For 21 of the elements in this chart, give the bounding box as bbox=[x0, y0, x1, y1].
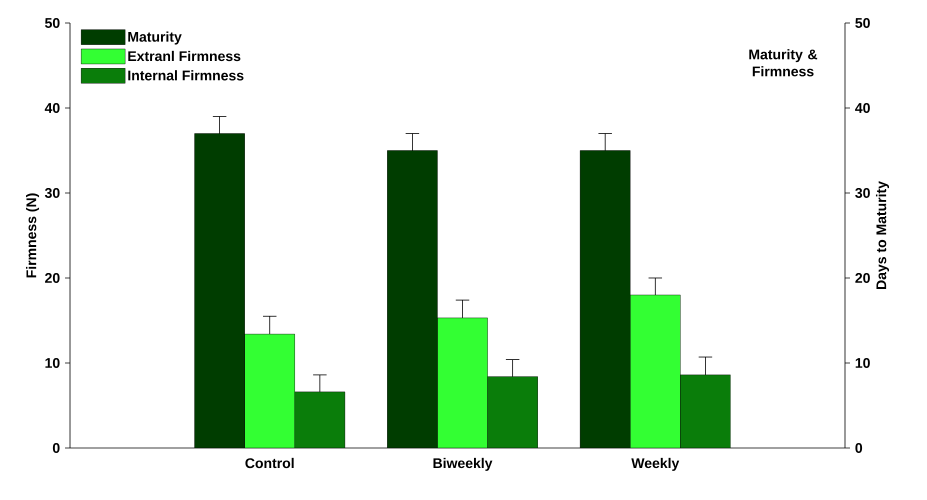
y2-tick-label: 0 bbox=[855, 443, 862, 453]
y-tick-label: 40 bbox=[44, 103, 60, 113]
x-tick-label: Control bbox=[245, 458, 294, 468]
legend-label: Maturity bbox=[128, 32, 182, 45]
y-tick-label: 0 bbox=[52, 443, 60, 453]
y2-tick-label: 20 bbox=[855, 273, 870, 283]
y-tick-label: 30 bbox=[44, 188, 60, 198]
y-tick-label: 10 bbox=[45, 358, 60, 368]
y2-tick-label: 50 bbox=[855, 18, 870, 28]
legend-label: Internal Firmness bbox=[128, 70, 244, 80]
y-tick-label: 20 bbox=[45, 273, 60, 283]
y2-tick-label: 30 bbox=[855, 188, 870, 198]
y-axis-title: Firmness (N) bbox=[26, 193, 40, 278]
y-tick-label: 50 bbox=[44, 18, 60, 28]
annotation: Maturity & Firmness bbox=[749, 49, 818, 76]
x-tick-label: Biweekly bbox=[433, 458, 492, 471]
legend-label: Extranl Firmness bbox=[128, 50, 240, 62]
y2-axis-title: Days to Maturity bbox=[876, 181, 890, 290]
y2-tick-label: 10 bbox=[856, 358, 870, 368]
y2-tick-label: 40 bbox=[855, 103, 870, 113]
x-tick-label: Weekly bbox=[631, 458, 680, 471]
